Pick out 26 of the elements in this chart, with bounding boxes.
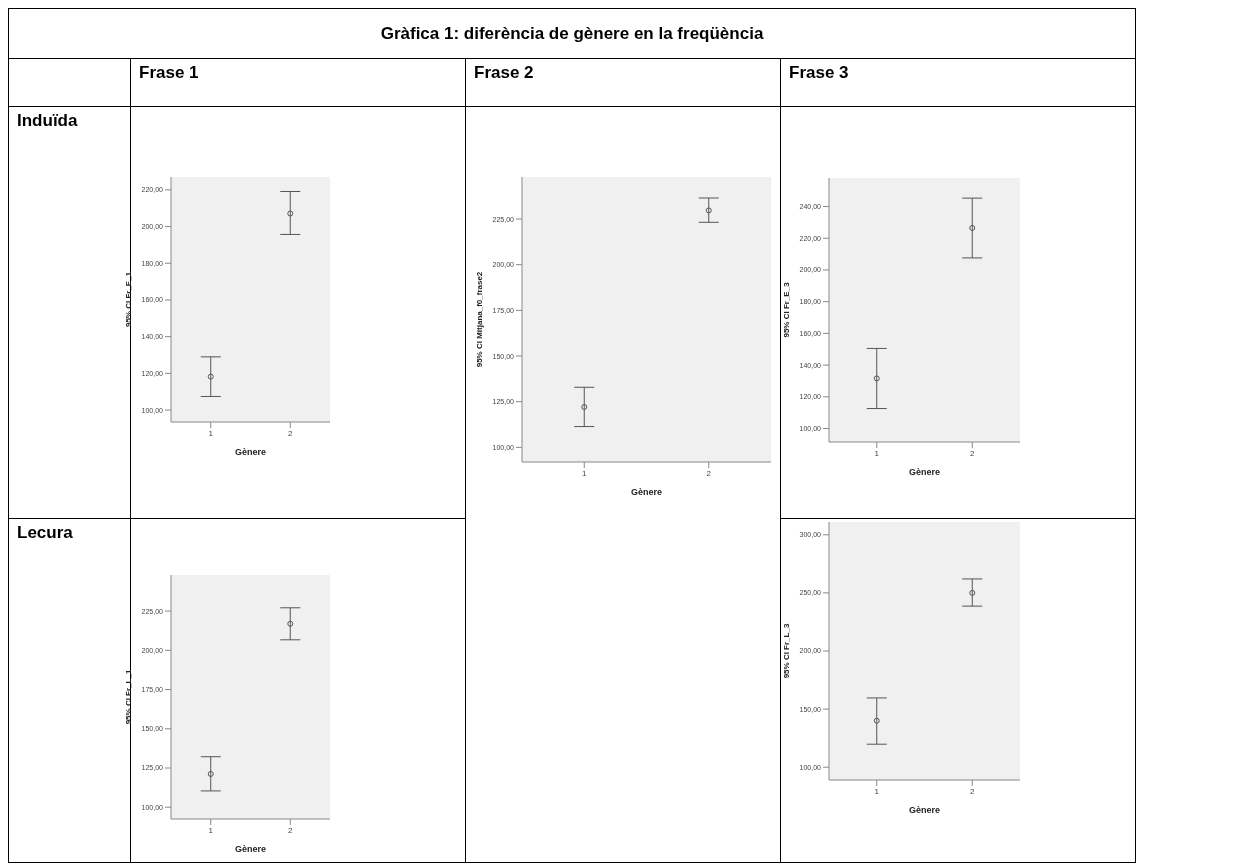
x-axis-title: Gènere [908,805,941,815]
text: Frase 2 [465,58,781,107]
y-axis-title: 95% CI Fr_E_3 [782,281,791,338]
x-tick-label: 1 [874,448,880,458]
text: Frase 1 [130,58,466,107]
x-axis-title: Gènere [234,844,267,854]
y-axis-title: 95% CI Fr_L_1 [124,669,133,725]
x-tick-label: 2 [288,825,294,835]
x-tick-label: 1 [874,786,880,796]
text: Frase 3 [780,58,1136,107]
x-tick-label: 1 [208,825,214,835]
x-tick-label: 1 [582,468,588,478]
x-tick-label: 2 [288,428,294,438]
x-axis-title: Gènere [234,447,267,457]
x-axis-title: Gènere [908,467,941,477]
y-axis-title: 95% CI Fr_E_1 [124,271,133,328]
x-tick-label: 2 [970,448,976,458]
y-axis-title: 95% CI Fr_L_3 [782,623,791,679]
text: Induïda [17,111,78,130]
text: Gràfica 1: diferència de gènere en la freqüència [8,8,1136,59]
x-tick-label: 2 [970,786,976,796]
x-tick-label: 2 [706,468,712,478]
x-tick-label: 1 [208,428,214,438]
y-axis-title: 95% CI Mitjana_f0_frase2 [475,271,484,368]
x-axis-title: Gènere [630,487,663,497]
text: Lecura [17,523,73,542]
